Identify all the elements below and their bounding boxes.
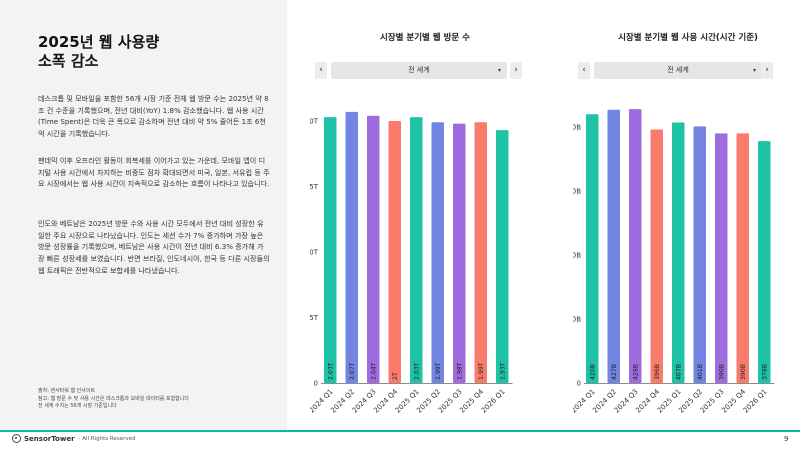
data-label: 401B bbox=[697, 364, 704, 380]
data-label: 2.03T bbox=[327, 362, 334, 380]
slide-title-line-2: 소폭 감소 bbox=[38, 52, 99, 70]
body-paragraph-2: 팬데믹 이후 오프라인 활동이 회복세를 이어가고 있는 가운데, 모바일 앱이… bbox=[38, 156, 270, 189]
data-label: 1.93T bbox=[499, 362, 506, 380]
slide-title: 2025년 웹 사용량 소폭 감소 bbox=[38, 33, 278, 71]
bar bbox=[672, 122, 685, 384]
y-tick-label: 0 bbox=[577, 380, 581, 388]
x-tick-label: 2026 Q1 bbox=[742, 388, 769, 415]
chevron-down-icon: ▾ bbox=[752, 67, 756, 74]
region-select[interactable]: 전 세계 ▾ bbox=[331, 62, 507, 79]
data-label: 428B bbox=[632, 364, 639, 380]
footnote-note: 참고: 웹 방문 수 및 사용 시간은 데스크톱과 모바일 데이터를 포함합니다 bbox=[38, 395, 189, 402]
bar bbox=[693, 126, 706, 384]
region-select-label: 전 세계 bbox=[408, 66, 430, 74]
data-label: 2.07T bbox=[349, 362, 356, 380]
body-paragraph-3: 인도와 베트남은 2025년 방문 수와 사용 시간 모두에서 전년 대비 성장… bbox=[38, 219, 270, 275]
chart-title: 시장별 분기별 웹 방문 수 bbox=[379, 33, 471, 43]
data-label: 420B bbox=[589, 364, 596, 380]
sensortower-logo-icon bbox=[12, 434, 21, 443]
bar bbox=[607, 109, 620, 383]
chart-web-visits: 시장별 분기별 웹 방문 수 ‹ 전 세계 ▾ › 0 0.5T 1.0T 1.5T 2… bbox=[310, 0, 540, 428]
y-tick-label: 400B bbox=[573, 124, 581, 132]
footer-rights: - All Rights Reserved bbox=[78, 435, 136, 442]
next-region-button[interactable]: › bbox=[761, 62, 773, 79]
footer-brand: SensorTower bbox=[24, 434, 75, 443]
y-tick-label: 200B bbox=[573, 252, 581, 260]
footnote-markets: 전 세계 수치는 56개 시장 기준입니다 bbox=[38, 403, 117, 409]
prev-region-button[interactable]: ‹ bbox=[578, 62, 590, 79]
data-label: 2.04T bbox=[370, 362, 377, 380]
bar bbox=[650, 129, 663, 383]
data-label: 2T bbox=[392, 372, 399, 380]
y-tick-label: 2.0T bbox=[310, 118, 319, 126]
slide-title-line-1: 2025년 웹 사용량 bbox=[38, 33, 160, 51]
data-label: 396B bbox=[654, 364, 661, 380]
y-tick-label: 1.0T bbox=[310, 249, 319, 257]
bar bbox=[736, 133, 749, 383]
bar bbox=[345, 111, 358, 383]
data-label: 390B bbox=[740, 364, 747, 380]
y-tick-label: 300B bbox=[573, 188, 581, 196]
data-label: 427B bbox=[611, 364, 618, 380]
y-tick-label: 0.5T bbox=[310, 314, 319, 322]
bar bbox=[324, 117, 337, 383]
y-tick-label: 100B bbox=[573, 316, 581, 324]
chevron-down-icon: ▾ bbox=[497, 67, 501, 74]
bar bbox=[410, 117, 423, 383]
data-label: 407B bbox=[675, 364, 682, 380]
footer-logo: SensorTower - All Rights Reserved bbox=[12, 434, 136, 443]
data-label: 1.99T bbox=[478, 362, 485, 380]
next-region-button[interactable]: › bbox=[510, 62, 522, 79]
region-select-label: 전 세계 bbox=[667, 66, 689, 74]
data-label: 390B bbox=[718, 364, 725, 380]
footer-divider bbox=[0, 430, 800, 432]
bar bbox=[388, 121, 401, 383]
data-label: 1.99T bbox=[435, 362, 442, 380]
footnotes: 출처: 센서타워 웹 인사이트 참고: 웹 방문 수 및 사용 시간은 데스크톱… bbox=[38, 388, 278, 411]
region-select[interactable]: 전 세계 ▾ bbox=[594, 62, 762, 79]
data-label: 1.98T bbox=[456, 362, 463, 380]
bar bbox=[367, 115, 380, 383]
chart-title: 시장별 분기별 웹 사용 시간(시간 기준) bbox=[618, 33, 758, 43]
x-tick-label: 2026 Q1 bbox=[480, 388, 507, 415]
prev-region-button[interactable]: ‹ bbox=[315, 62, 327, 79]
y-tick-label: 1.5T bbox=[310, 183, 319, 191]
bar bbox=[496, 130, 509, 383]
data-label: 2.03T bbox=[413, 362, 420, 380]
chart-web-time-spent: 시장별 분기별 웹 사용 시간(시간 기준) ‹ 전 세계 ▾ › 0 100B 2… bbox=[573, 0, 800, 428]
bar bbox=[715, 133, 728, 383]
bar bbox=[758, 141, 771, 383]
text-panel bbox=[0, 0, 287, 430]
bar bbox=[453, 123, 466, 384]
bar bbox=[474, 122, 487, 383]
data-label: 378B bbox=[761, 364, 768, 380]
page-number: 9 bbox=[784, 435, 789, 443]
bar bbox=[629, 109, 642, 383]
body-paragraph-1: 데스크톱 및 모바일을 포함한 56개 시장 기준 전체 웹 방문 수는 202… bbox=[38, 94, 269, 139]
bar bbox=[431, 122, 444, 383]
y-tick-label: 0 bbox=[314, 380, 318, 388]
bar bbox=[586, 114, 599, 383]
footnote-source: 출처: 센서타워 웹 인사이트 bbox=[38, 388, 96, 394]
